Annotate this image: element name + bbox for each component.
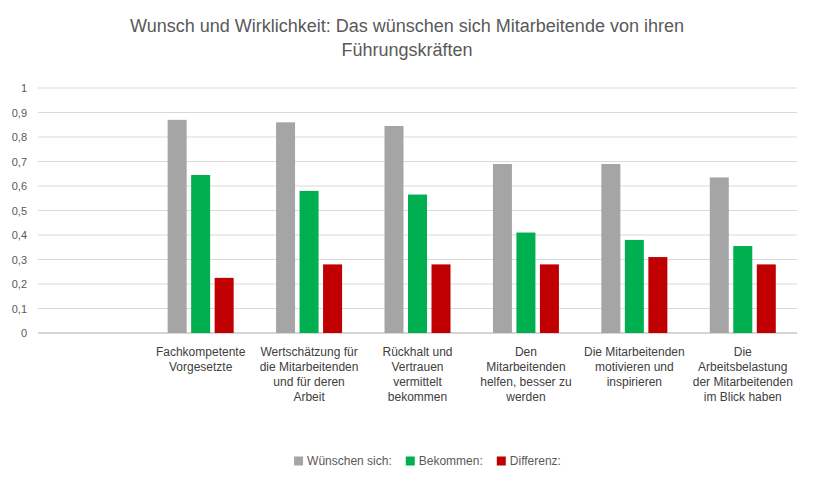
y-tick-label: 0 (21, 327, 27, 339)
bar (432, 264, 451, 333)
x-tick-label: Rückhalt und Vertrauen vermittelt bekomm… (366, 345, 470, 405)
bar (191, 175, 210, 333)
legend-label: Differenz: (510, 454, 561, 468)
bar (276, 122, 295, 333)
grid-line (38, 137, 797, 138)
grid-line (38, 186, 797, 187)
x-tick-label: Die Mitarbeitenden motivieren und inspir… (582, 345, 686, 390)
bar (516, 233, 535, 333)
bar (385, 126, 404, 333)
chart: 0 0,1 0,2 0,3 0,4 0,5 0,6 0,7 0,8 0,9 1 Wünschen si… (0, 0, 814, 481)
y-tick-label: 0,1 (12, 303, 27, 315)
bars (168, 120, 776, 333)
x-tick-label: Die Arbeitsbelastung der Mitarbeitenden … (691, 345, 795, 405)
y-tick-label: 0,8 (12, 131, 27, 143)
bar (408, 195, 427, 333)
legend-item: Differenz: (497, 454, 561, 468)
grid-line (38, 112, 797, 113)
bar (648, 257, 667, 333)
legend-swatch (294, 457, 303, 466)
x-tick-label: Fachkompetente Vorgesetzte (149, 345, 253, 375)
bar (757, 264, 776, 333)
bar (710, 177, 729, 333)
grid-line (38, 161, 797, 162)
bar (493, 164, 512, 333)
legend-swatch (497, 457, 506, 466)
x-tick-label: Den Mitarbeitenden helfen, besser zu wer… (474, 345, 578, 405)
y-tick-label: 0,2 (12, 278, 27, 290)
y-tick-label: 0,7 (12, 156, 27, 168)
bar (733, 246, 752, 333)
bar (323, 264, 342, 333)
grid-line (38, 88, 797, 89)
bar (601, 164, 620, 333)
x-tick-label: Wertschätzung für die Mitarbeitenden und… (257, 345, 361, 405)
y-tick-label: 0,3 (12, 254, 27, 266)
chart-title: Wunsch und Wirklichkeit: Das wünschen si… (107, 14, 707, 62)
legend-swatch (406, 457, 415, 466)
legend-item: Wünschen sich: (294, 454, 392, 468)
bar (215, 278, 234, 333)
legend-label: Bekommen: (419, 454, 483, 468)
y-tick-label: 0,9 (12, 107, 27, 119)
y-tick-label: 1 (21, 82, 27, 94)
y-tick-label: 0,5 (12, 205, 27, 217)
bar (625, 240, 644, 333)
bar (168, 120, 187, 333)
bar (300, 191, 319, 333)
legend: Wünschen sich: Bekommen: Differenz: (294, 454, 561, 468)
y-tick-label: 0,6 (12, 180, 27, 192)
bar (540, 264, 559, 333)
legend-item: Bekommen: (406, 454, 483, 468)
y-tick-label: 0,4 (12, 229, 27, 241)
legend-label: Wünschen sich: (307, 454, 392, 468)
grid (38, 88, 797, 333)
